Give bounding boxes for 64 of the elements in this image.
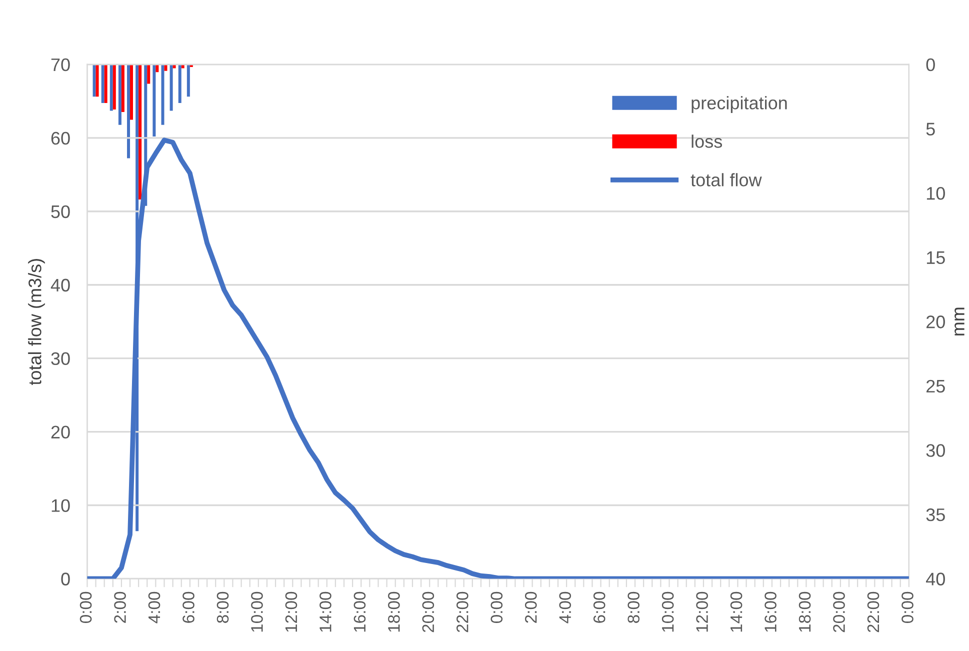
bar: [96, 64, 99, 97]
x-tick-label: 18:00: [798, 592, 811, 632]
x-tick-label: 4:00: [148, 592, 160, 624]
x-tick-label: 0:00: [80, 592, 92, 624]
x-tick-label: 8:00: [628, 592, 640, 623]
x-tick-label: 16:00: [764, 592, 776, 632]
x-tick-label: 18:00: [388, 592, 400, 632]
bar: [110, 64, 113, 111]
y2-tick-label: 25: [926, 380, 945, 393]
x-tick-label: 14:00: [730, 592, 742, 632]
bar: [118, 64, 122, 125]
x-tick-label: 10:00: [251, 592, 263, 632]
bar: [104, 64, 108, 104]
bar: [170, 64, 173, 111]
bar: [127, 64, 130, 158]
legend-label: loss: [692, 134, 722, 148]
x-tick-label: 20:00: [422, 592, 434, 632]
bar: [101, 64, 104, 104]
y2-tick-label: 40: [926, 572, 945, 586]
y-tick-label: 60: [51, 132, 70, 145]
x-tick-label: 2:00: [114, 592, 126, 623]
y-tick-label: 0: [61, 572, 70, 586]
y-tick-label: 10: [52, 499, 70, 512]
y2-tick-label: 30: [926, 444, 945, 457]
y2-axis-title: mm: [954, 308, 964, 336]
x-tick-label: 12:00: [285, 592, 298, 632]
bar: [121, 64, 124, 112]
x-tick-label: 12:00: [696, 592, 708, 632]
x-tick-label: 8:00: [216, 592, 229, 623]
x-tick-label: 6:00: [182, 592, 194, 623]
y2-tick-label: 35: [926, 508, 945, 522]
bar: [186, 64, 190, 97]
x-tick-label: 6:00: [593, 592, 606, 623]
bar: [178, 64, 182, 104]
bar: [138, 64, 142, 200]
y-tick-label: 30: [51, 352, 70, 366]
y-axis-title: total flow (m3/s): [28, 259, 45, 386]
y-tick-label: 20: [51, 426, 70, 439]
legend-label: total flow: [690, 173, 762, 186]
bar: [92, 64, 96, 97]
legend-label: precipitation: [692, 96, 787, 113]
x-tick-label: 4:00: [559, 592, 572, 624]
x-tick-label: 22:00: [867, 592, 880, 632]
x-tick-label: 14:00: [320, 592, 332, 632]
x-tick-label: 16:00: [354, 592, 366, 632]
x-tick-label: 10:00: [662, 592, 674, 632]
y2-tick-label: 5: [926, 122, 935, 136]
x-tick-label: 22:00: [456, 592, 468, 632]
x-tick-label: 0:00: [902, 592, 914, 624]
y2-tick-label: 15: [926, 251, 945, 264]
bar: [130, 64, 134, 120]
y-tick-label: 50: [51, 205, 70, 218]
y2-tick-label: 0: [926, 58, 935, 72]
y-tick-label: 70: [51, 58, 70, 72]
bar: [112, 64, 116, 110]
x-tick-label: 2:00: [524, 592, 537, 623]
bar: [147, 64, 150, 84]
y2-tick-label: 20: [926, 316, 945, 328]
bar: [161, 64, 164, 125]
x-tick-label: 0:00: [490, 592, 503, 624]
y-tick-label: 40: [50, 278, 70, 292]
x-tick-label: 20:00: [833, 592, 845, 632]
bar: [152, 64, 156, 136]
y2-tick-label: 10: [926, 186, 945, 200]
